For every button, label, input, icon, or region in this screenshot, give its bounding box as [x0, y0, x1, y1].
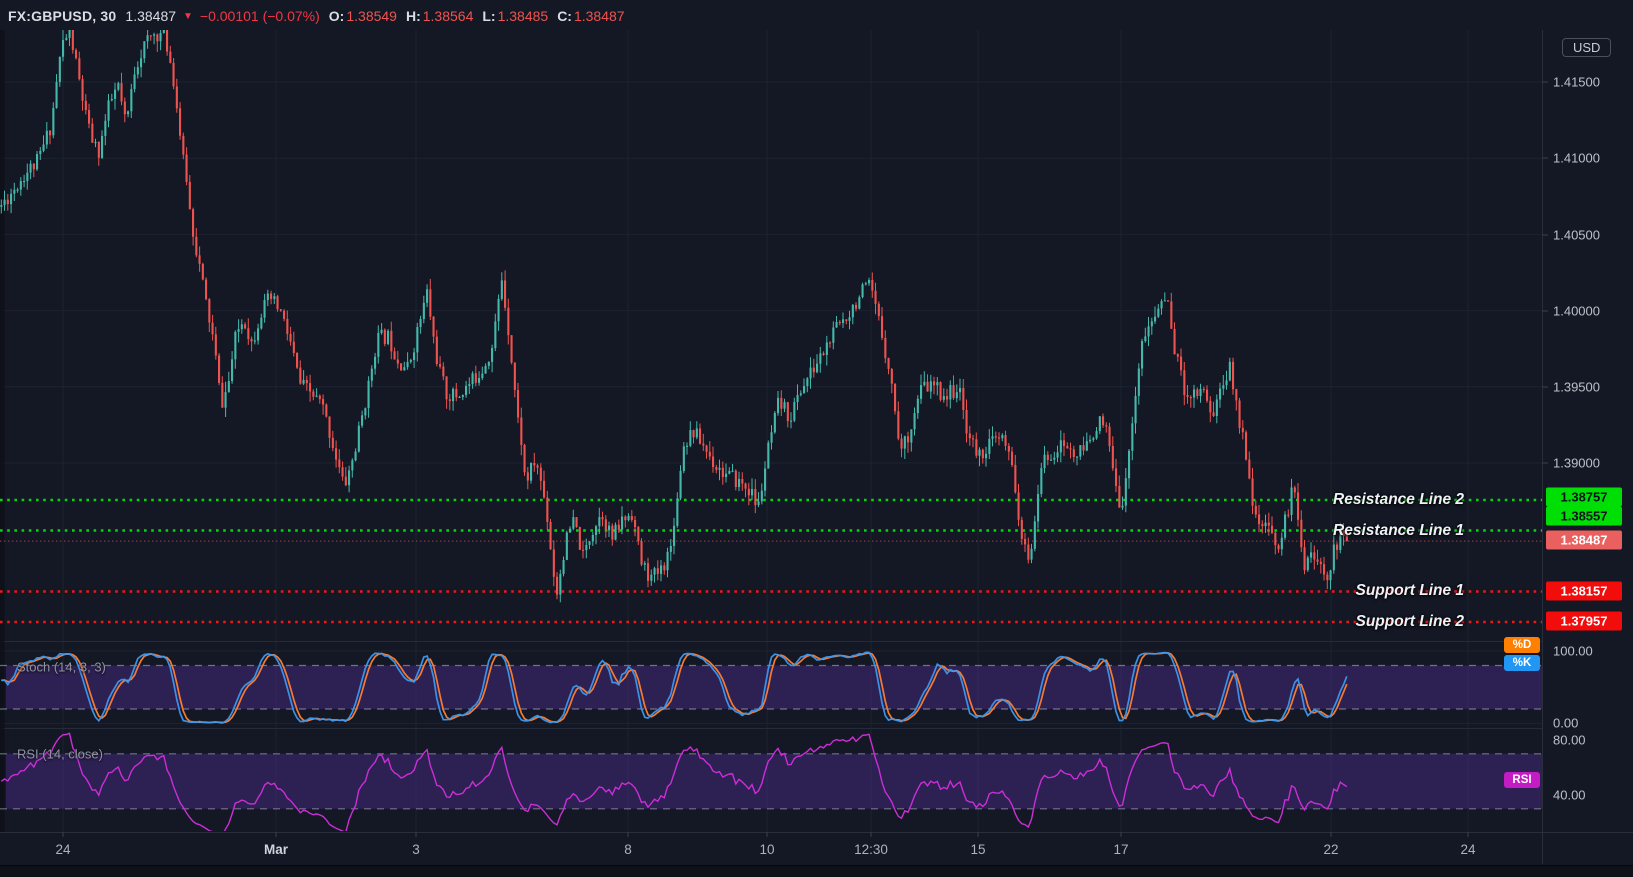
close-label: C: — [557, 8, 572, 24]
price-label-1.38557: 1.38557 — [1546, 506, 1622, 526]
window-bottom-strip — [0, 865, 1633, 877]
price-label-1.38487: 1.38487 — [1546, 530, 1622, 550]
stoch-axis-100.00: 100.00 — [1553, 643, 1593, 659]
low-number: 1.38485 — [497, 8, 549, 24]
time-tick-15: 15 — [970, 842, 986, 857]
high-number: 1.38564 — [422, 8, 474, 24]
rsi-axis-40.00: 40.00 — [1553, 787, 1586, 803]
open-label: O: — [328, 8, 345, 24]
time-tick-12-30: 12:30 — [854, 842, 888, 857]
stoch-axis-0.00: 0.00 — [1553, 715, 1579, 731]
price-tick-1.39500: 1.39500 — [1553, 379, 1600, 395]
rsi-axis-80.00: 80.00 — [1553, 732, 1586, 748]
support-line-2-label[interactable]: Support Line 2 — [1355, 612, 1465, 630]
price-tick-1.40500: 1.40500 — [1553, 227, 1600, 243]
high-value: H: 1.38564 — [406, 8, 473, 24]
close-number: 1.38487 — [573, 8, 625, 24]
price-tick-1.41500: 1.41500 — [1553, 74, 1600, 90]
price-tick-1.40000: 1.40000 — [1553, 303, 1600, 319]
time-tick-22: 22 — [1323, 842, 1339, 857]
price-change: −0.00101 (−0.07%) — [199, 8, 320, 24]
low-label: L: — [482, 8, 496, 24]
open-number: 1.38549 — [346, 8, 397, 24]
price-label-1.38757: 1.38757 — [1546, 487, 1622, 507]
down-triangle-icon: ▼ — [183, 10, 193, 22]
stoch-d-value-badge: %D — [1504, 637, 1540, 653]
price-tick-1.39000: 1.39000 — [1553, 455, 1600, 471]
last-price: 1.38487 — [125, 8, 177, 24]
time-tick-3: 3 — [412, 842, 420, 857]
price-tick-1.41000: 1.41000 — [1553, 150, 1600, 166]
symbol-legend: FX:GBPUSD, 30 1.38487 ▼ −0.00101 (−0.07%… — [8, 4, 625, 28]
rsi-indicator-title[interactable]: RSI (14, close) — [17, 746, 103, 762]
price-label-1.38157: 1.38157 — [1546, 581, 1622, 601]
close-value: C: 1.38487 — [557, 8, 624, 24]
stoch-indicator-title[interactable]: Stoch (14, 3, 3) — [17, 659, 106, 675]
stoch-k-value-badge: %K — [1504, 655, 1540, 671]
time-tick-17: 17 — [1113, 842, 1129, 857]
high-label: H: — [405, 8, 421, 24]
time-tick-8: 8 — [624, 842, 632, 857]
resistance-line-1-label[interactable]: Resistance Line 1 — [1333, 521, 1464, 539]
time-axis[interactable]: 24 Mar 3 8 10 12:30 15 17 22 24 — [0, 833, 1633, 864]
price-axis[interactable]: USD 1.41500 1.41000 1.40500 1.40000 1.39500 1… — [1542, 0, 1633, 864]
open-value: O: 1.38549 — [329, 8, 397, 24]
price-label-1.37957: 1.37957 — [1546, 611, 1622, 631]
time-tick-24: 24 — [55, 842, 71, 857]
currency-button[interactable]: USD — [1562, 38, 1612, 57]
time-tick-24: 24 — [1460, 842, 1476, 857]
rsi-value-badge: RSI — [1504, 772, 1540, 788]
resistance-line-2-label[interactable]: Resistance Line 2 — [1333, 491, 1464, 509]
symbol-title[interactable]: FX:GBPUSD, 30 — [8, 8, 117, 24]
support-line-1-label[interactable]: Support Line 1 — [1355, 582, 1465, 600]
time-tick-10: 10 — [759, 842, 775, 857]
time-tick-Mar: Mar — [263, 842, 289, 857]
low-value: L: 1.38485 — [482, 8, 548, 24]
